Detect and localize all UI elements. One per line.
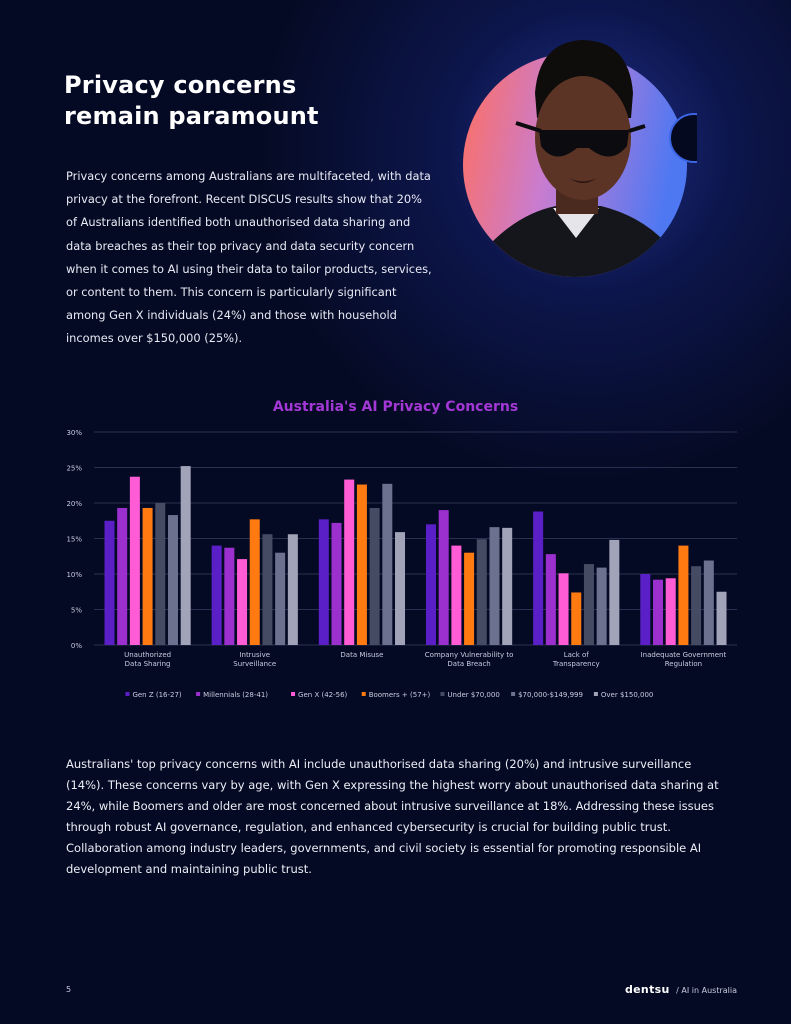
chart-title: Australia's AI Privacy Concerns bbox=[272, 399, 519, 415]
legend-label: $70,000-$149,999 bbox=[518, 691, 583, 699]
x-tick-label: Transparency bbox=[552, 660, 600, 668]
x-tick-label: Unauthorized bbox=[124, 651, 171, 659]
brand-suffix: / AI in Australia bbox=[676, 986, 737, 995]
bar bbox=[224, 547, 235, 645]
x-tick-label: Lack of bbox=[564, 651, 590, 659]
bar bbox=[155, 503, 166, 645]
bar bbox=[262, 534, 273, 645]
title-line-1: Privacy concerns bbox=[64, 71, 297, 99]
x-tick-label: Data Sharing bbox=[125, 660, 171, 668]
bar bbox=[678, 545, 689, 645]
x-tick-label: Inadequate Government bbox=[641, 651, 727, 659]
bar bbox=[142, 507, 153, 645]
bar bbox=[129, 476, 140, 645]
bar bbox=[117, 507, 128, 645]
portrait-image bbox=[463, 40, 697, 277]
x-tick-label: Intrusive bbox=[239, 651, 270, 659]
bar bbox=[583, 564, 594, 645]
bar bbox=[533, 511, 544, 645]
legend-label: Boomers + (57+) bbox=[369, 691, 431, 699]
bar bbox=[716, 591, 727, 645]
bar bbox=[369, 507, 380, 645]
bar bbox=[476, 539, 487, 645]
y-tick-label: 0% bbox=[71, 642, 82, 650]
footer-brand: dentsu / AI in Australia bbox=[625, 983, 737, 996]
bar bbox=[180, 466, 191, 645]
bar bbox=[275, 552, 286, 645]
legend-swatch bbox=[291, 692, 296, 696]
legend-swatch bbox=[440, 692, 445, 696]
bar bbox=[703, 560, 714, 645]
x-tick-label: Regulation bbox=[665, 660, 702, 668]
legend-label: Under $70,000 bbox=[447, 691, 499, 699]
y-tick-label: 5% bbox=[71, 607, 82, 615]
y-tick-label: 10% bbox=[66, 571, 82, 579]
bar bbox=[596, 567, 607, 645]
y-tick-label: 15% bbox=[66, 536, 82, 544]
bar bbox=[331, 522, 342, 645]
bar bbox=[167, 515, 178, 645]
legend-label: Over $150,000 bbox=[601, 691, 653, 699]
bar bbox=[438, 510, 449, 645]
bar bbox=[489, 527, 500, 645]
intro-paragraph: Privacy concerns among Australians are m… bbox=[66, 169, 432, 346]
bar bbox=[691, 566, 702, 645]
bar bbox=[318, 519, 329, 645]
y-tick-label: 30% bbox=[66, 429, 82, 437]
legend-swatch bbox=[593, 692, 598, 696]
title-line-2: remain paramount bbox=[64, 102, 319, 130]
bar bbox=[653, 579, 664, 645]
bar bbox=[211, 545, 222, 645]
x-tick-label: Data Misuse bbox=[340, 651, 383, 659]
y-tick-label: 25% bbox=[66, 465, 82, 473]
legend-swatch bbox=[125, 692, 130, 696]
dentsu-logo: dentsu bbox=[625, 983, 670, 996]
x-tick-label: Data Breach bbox=[447, 660, 490, 668]
bar bbox=[425, 524, 436, 645]
bar bbox=[464, 552, 475, 645]
x-tick-label: Company Vulnerability to bbox=[425, 651, 514, 659]
legend-swatch bbox=[196, 692, 201, 696]
bar bbox=[344, 479, 355, 645]
bar bbox=[104, 520, 115, 645]
page-title: Privacy concerns remain paramount bbox=[64, 70, 404, 132]
bar bbox=[237, 559, 248, 645]
x-tick-label: Surveillance bbox=[233, 660, 276, 668]
bar bbox=[249, 519, 260, 645]
legend-label: Gen Z (16-27) bbox=[132, 691, 181, 699]
legend-label: Gen X (42-56) bbox=[298, 691, 347, 699]
legend-swatch bbox=[361, 692, 366, 696]
bar bbox=[356, 484, 367, 645]
bar bbox=[287, 534, 298, 645]
bar bbox=[545, 554, 556, 645]
bar bbox=[609, 539, 620, 645]
bar bbox=[382, 483, 393, 645]
y-tick-label: 20% bbox=[66, 500, 82, 508]
legend-label: Millennials (28-41) bbox=[203, 691, 268, 699]
page-number: 5 bbox=[66, 985, 72, 994]
bar bbox=[640, 574, 651, 645]
bar bbox=[665, 578, 676, 645]
bar bbox=[502, 527, 513, 645]
bar bbox=[571, 592, 582, 645]
body-paragraph: Australians' top privacy concerns with A… bbox=[66, 757, 719, 876]
legend-swatch bbox=[511, 692, 516, 696]
bar bbox=[451, 545, 462, 645]
bar bbox=[558, 573, 569, 645]
bar bbox=[395, 532, 406, 645]
